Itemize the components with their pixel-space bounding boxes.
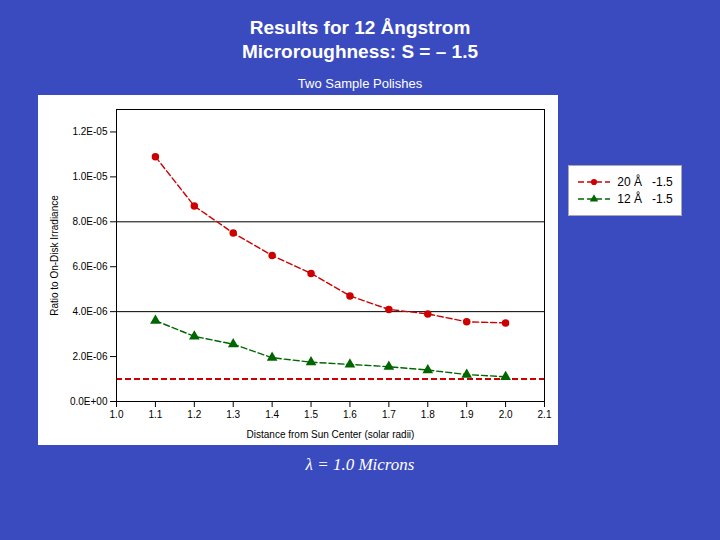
svg-text:1.2E-05: 1.2E-05 <box>73 126 108 137</box>
svg-text:6.0E-06: 6.0E-06 <box>73 260 108 271</box>
html-text:λ = 1.0 Microns: λ = 1.0 Microns <box>305 454 415 474</box>
svg-text:0.0E+00: 0.0E+00 <box>70 395 108 406</box>
svg-text:2.1: 2.1 <box>538 408 552 419</box>
svg-text:1.8: 1.8 <box>421 408 435 419</box>
svg-text:2.0: 2.0 <box>499 408 513 419</box>
svg-text:2.0E-06: 2.0E-06 <box>73 350 108 361</box>
svg-text:4.0E-06: 4.0E-06 <box>73 305 108 316</box>
svg-text:1.0: 1.0 <box>110 408 124 419</box>
html-text:12 Å -1.5: 12 Å -1.5 <box>617 191 673 206</box>
svg-text:Ratio to On-Disk Irradiance: Ratio to On-Disk Irradiance <box>49 194 60 315</box>
svg-text:1.0E-05: 1.0E-05 <box>73 171 108 182</box>
svg-text:1.4: 1.4 <box>265 408 279 419</box>
svg-text:1.2: 1.2 <box>188 408 202 419</box>
html-text:Results for 12 Ångstrom Micror: Results for 12 Ångstrom Microroughness: … <box>242 17 478 62</box>
svg-text:8.0E-06: 8.0E-06 <box>73 216 108 227</box>
svg-text:1.7: 1.7 <box>382 408 396 419</box>
svg-text:1.1: 1.1 <box>149 408 163 419</box>
html-text:20 Å -1.5: 20 Å -1.5 <box>617 174 673 189</box>
svg-text:1.5: 1.5 <box>304 408 318 419</box>
svg-text:1.9: 1.9 <box>460 408 474 419</box>
html-text:Two Sample Polishes: Two Sample Polishes <box>297 75 423 91</box>
svg-text:Distance from Sun Center (sola: Distance from Sun Center (solar radii) <box>247 428 415 439</box>
svg-text:1.3: 1.3 <box>227 408 241 419</box>
svg-text:1.6: 1.6 <box>343 408 357 419</box>
